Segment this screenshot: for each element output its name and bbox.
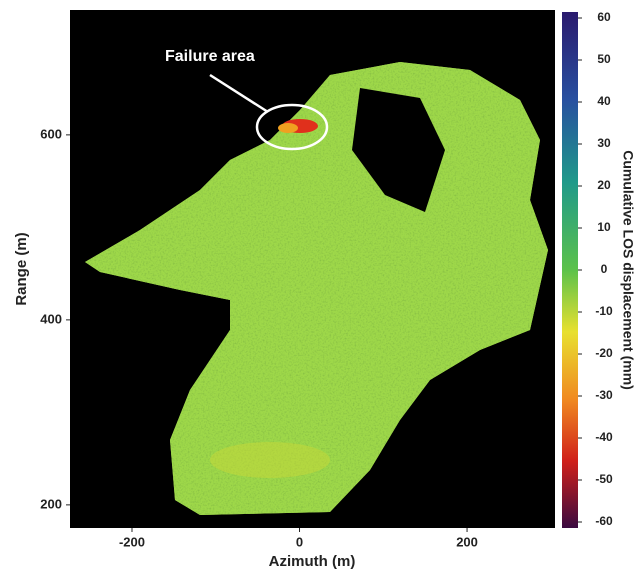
colorbar-tick-label: 30 [597,136,611,150]
colorbar-tick-label: -50 [595,472,613,486]
colorbar-tick-label: -10 [595,304,613,318]
x-tick-label: -200 [119,534,145,549]
colorbar-tick-label: 0 [601,262,608,276]
y-tick-label: 400 [40,311,62,326]
colorbar-tick-label: 60 [597,10,611,24]
y-axis-label: Range (m) [13,232,30,305]
x-tick-label: 0 [296,534,303,549]
colorbar-tick-label: -40 [595,430,613,444]
colorbar-tick-label: 10 [597,220,611,234]
annotation: Failure area [165,48,255,65]
colorbar-tick-label: 40 [597,94,611,108]
displacement-map [85,62,548,515]
colorbar [562,12,578,528]
y-tick-label: 200 [40,496,62,511]
x-tick-label: 200 [456,534,478,549]
colorbar-label: Cumulative LOS displacement (mm) [620,150,636,390]
failure-ellipse [255,103,329,151]
colorbar-tick-label: 50 [597,52,611,66]
colorbar-tick-label: -20 [595,346,613,360]
x-axis-label: Azimuth (m) [269,553,356,570]
colorbar-tick-label: -60 [595,514,613,528]
colorbar-tick-label: -30 [595,388,613,402]
y-tick-label: 600 [40,126,62,141]
colorbar-tick-label: 20 [597,178,611,192]
annotation-arrow [209,73,269,114]
